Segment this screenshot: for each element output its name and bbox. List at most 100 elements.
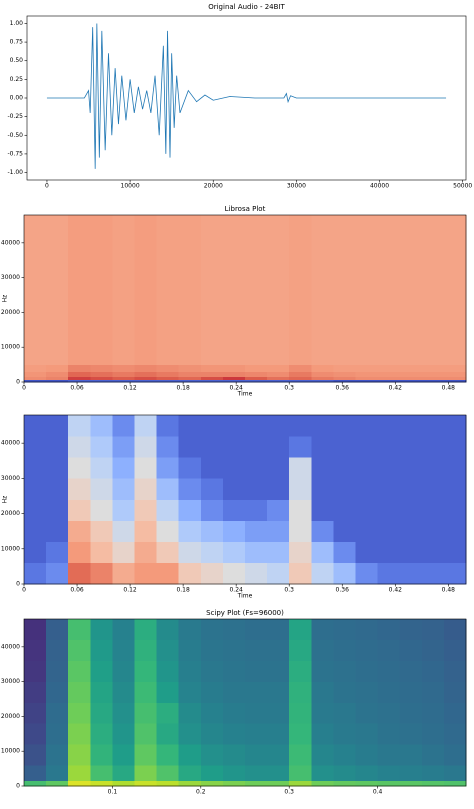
y-tick-label: 0 [16,783,20,790]
spectrogram-cell [421,364,445,372]
spectrogram-cell [90,478,113,500]
spectrogram-cell [24,702,47,724]
spectrogram-cell [178,364,202,372]
spectrogram-cell [377,702,400,724]
spectrogram-cell [46,215,69,365]
spectrogram-cell [355,619,378,641]
spectrogram-cell [267,415,290,437]
spectrogram-cell [267,681,290,703]
spectrogram-cell [443,436,467,458]
spectrogram-cell [333,681,356,703]
spectrogram-cell [178,639,202,662]
spectrogram-cell [399,660,423,682]
spectrogram-cell [24,415,47,437]
spectrogram-cell [377,520,400,543]
spectrogram-cell [333,436,356,458]
spectrogram-cell [289,639,312,662]
spectrogram-cell [68,780,91,787]
x-axis-label: Time [237,391,253,398]
spectrogram-cell [267,660,290,682]
spectrogram-cell [24,379,47,383]
spectrogram-cell [377,376,400,380]
spectrogram-cell [156,744,179,766]
spectrogram-cell [333,520,356,543]
spectrogram-cell [311,371,334,378]
spectrogram-cell [399,723,423,745]
spectrogram-cell [333,744,356,766]
spectrogram-cell [222,478,246,500]
spectrogram-cell [134,660,157,682]
spectrogram-cell [421,562,445,585]
spectrogram-cell [267,499,290,521]
y-tick-label: 30000 [1,678,20,685]
spectrogram-cell [178,562,202,585]
y-tick-label: 40000 [1,440,20,447]
spectrogram-cell [421,457,445,479]
waveform-line [46,23,447,169]
spectrogram-cell [112,723,135,745]
spectrogram-cell [46,780,69,787]
spectrogram-cell [421,415,445,437]
x-tick-label: 0.3 [284,587,294,594]
spectrogram-cell [355,541,378,564]
spectrogram-cell [355,681,378,703]
spectrogram-cell [156,723,179,745]
chart-panel: Scipy Plot (Fs=96000) 0.1 0.2 0.3 0.4 0 10000 2… [1,609,467,796]
spectrogram-cell [443,478,467,500]
x-tick-label: 0.2 [196,789,206,796]
spectrogram-cell [311,780,334,787]
spectrogram-cell [200,457,224,479]
spectrogram-cell [134,702,157,724]
spectrogram-cell [178,765,202,782]
y-tick-label: 20000 [1,713,20,720]
spectrogram-cell [245,702,268,724]
spectrogram-cell [112,376,135,380]
spectrogram-cell [333,379,356,383]
spectrogram-cell [90,379,113,383]
spectrogram-cell [90,660,113,682]
spectrogram-cell [46,499,69,521]
spectrogram-cell [222,520,246,543]
spectrogram-cell [355,520,378,543]
spectrogram-cell [289,765,312,782]
spectrogram-cell [90,541,113,564]
spectrogram-cell [311,660,334,682]
spectrogram-cell [245,744,268,766]
x-tick-label: 0 [22,587,26,594]
spectrogram-cell [68,639,91,662]
spectrogram-cell [24,780,47,787]
spectrogram-cell [289,436,312,458]
x-tick-label: 40000 [370,183,389,190]
spectrogram-cell [134,619,157,641]
spectrogram-cell [355,379,378,383]
spectrogram-cell [222,379,246,383]
spectrogram-cell [68,562,91,585]
spectrogram-cell [377,619,400,641]
spectrogram-cell [333,457,356,479]
x-tick-label: 0.4 [373,789,383,796]
spectrogram-cell [311,765,334,782]
spectrogram-cell [178,541,202,564]
spectrogram-cell [90,215,113,365]
spectrogram-cell [90,499,113,521]
spectrogram-cell [245,415,268,437]
spectrogram-cell [245,723,268,745]
spectrogram-cell [421,744,445,766]
spectrogram-cell [156,765,179,782]
spectrogram-cell [355,562,378,585]
spectrogram-cell [68,376,91,380]
y-tick-label: 30000 [1,274,20,281]
spectrogram-cell [46,379,69,383]
spectrogram-cell [156,499,179,521]
spectrogram-cell [377,681,400,703]
spectrogram-cell [178,780,202,787]
spectrogram-cell [267,765,290,782]
spectrogram-cell [90,415,113,437]
spectrogram-cell [112,379,135,383]
spectrogram-cell [289,702,312,724]
spectrogram-cell [156,415,179,437]
spectrogram-cell [267,436,290,458]
y-tick-label: 20000 [1,309,20,316]
y-tick-label: 10000 [1,748,20,755]
plot-frame [23,618,467,787]
